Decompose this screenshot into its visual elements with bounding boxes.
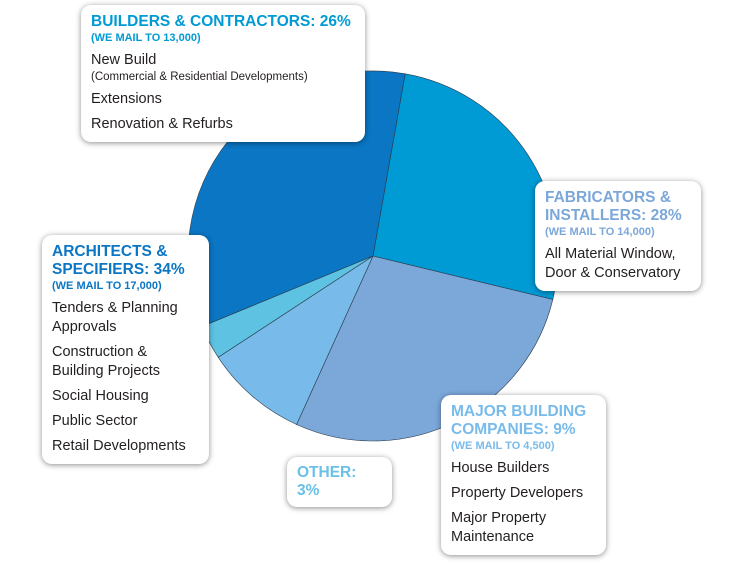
fabricators-mailing-count: (WE MAIL TO 14,000) [545,226,655,238]
architects-item: Public Sector [52,413,138,429]
major-companies-heading: MAJOR BUILDING COMPANIES: 9% [451,403,587,438]
architects-heading: ARCHITECTS & SPECIFIERS: 34% [52,243,185,278]
builders-heading: BUILDERS & CONTRACTORS: 26% [91,13,351,30]
other-heading: OTHER: 3% [297,464,357,499]
major-companies-item: House Builders [451,460,550,476]
builders-item: Renovation & Refurbs [91,116,233,132]
builders-item: New Build (Commercial & Residential Deve… [91,51,355,84]
major-companies-callout: MAJOR BUILDING COMPANIES: 9% (WE MAIL TO… [441,395,606,555]
fabricators-heading: FABRICATORS & INSTALLERS: 28% [545,189,682,224]
fabricators-item: All Material Window, Door & Conservatory [545,246,681,281]
builders-item-note: (Commercial & Residential Developments) [91,71,308,83]
major-companies-mailing-count: (WE MAIL TO 4,500) [451,440,555,452]
pie-slice-major-building-companies [217,255,374,425]
other-callout: OTHER: 3% [287,457,392,507]
fabricators-callout: FABRICATORS & INSTALLERS: 28% (WE MAIL T… [535,181,701,291]
builders-mailing-count: (WE MAIL TO 13,000) [91,32,201,44]
major-companies-item: Major Property Maintenance [451,510,547,545]
builders-item: Extensions [91,91,162,107]
builders-callout: BUILDERS & CONTRACTORS: 26% (WE MAIL TO … [81,5,365,142]
architects-item: Social Housing [52,388,149,404]
architects-callout: ARCHITECTS & SPECIFIERS: 34% (WE MAIL TO… [42,235,209,464]
architects-item: Retail Developments [52,438,186,454]
major-companies-item: Property Developers [451,485,584,501]
builders-item-label: New Build [91,52,157,68]
architects-item: Construction & Building Projects [52,344,160,379]
architects-mailing-count: (WE MAIL TO 17,000) [52,280,162,292]
architects-item: Tenders & Planning Approvals [52,300,178,335]
